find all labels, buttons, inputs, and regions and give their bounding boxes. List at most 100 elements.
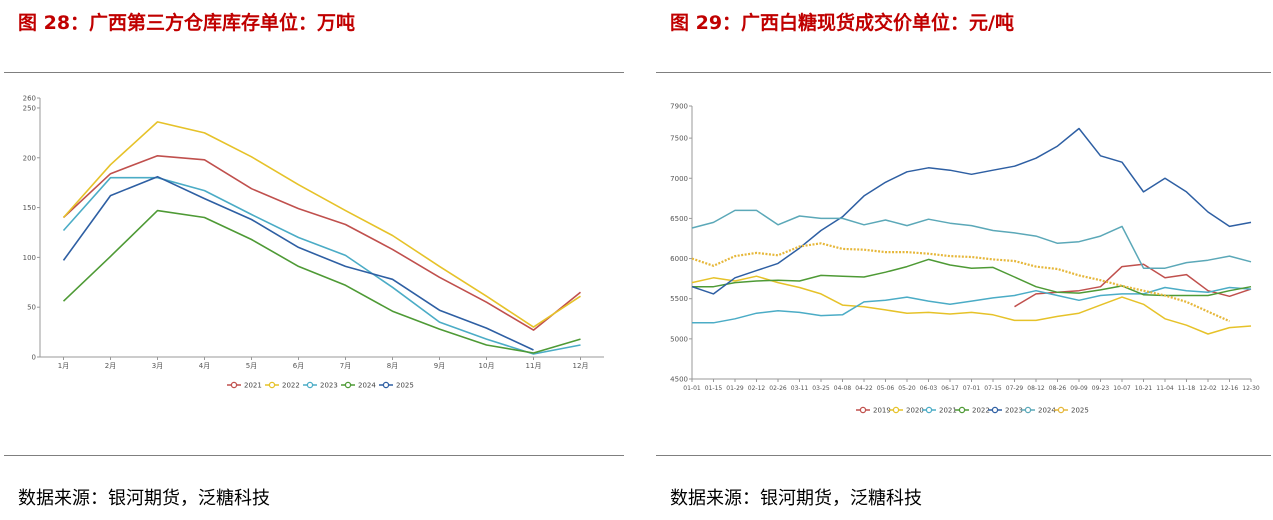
- x-tick-label: 03-11: [791, 385, 809, 392]
- legend-swatch-marker: [892, 406, 900, 414]
- legend-label: 2019: [873, 407, 891, 415]
- legend-item: 2022: [265, 382, 300, 390]
- legend-item: 2025: [379, 382, 414, 390]
- x-tick-label: 10月: [479, 362, 495, 370]
- legend-swatch-marker: [925, 406, 933, 414]
- legend-label: 2021: [939, 407, 957, 415]
- x-tick-label: 04-22: [855, 385, 873, 392]
- x-tick-label: 12月: [573, 362, 589, 370]
- x-tick-label: 7月: [340, 362, 351, 370]
- legend-label: 2022: [282, 382, 300, 390]
- figure-28-source: 数据来源：银河期货，泛糖科技: [18, 488, 270, 509]
- legend-label: 2024: [1038, 407, 1056, 415]
- top-rule: [4, 72, 624, 73]
- series-line-2024: [691, 209, 1252, 269]
- y-tick-label: 7000: [670, 175, 688, 183]
- x-tick-label: 09-09: [1070, 385, 1088, 392]
- legend-item: 2022: [955, 407, 990, 415]
- x-tick-label: 12-02: [1199, 385, 1217, 392]
- series-line-2023: [691, 127, 1252, 295]
- legend-label: 2025: [1071, 407, 1089, 415]
- bottom-rule: [4, 455, 624, 456]
- legend-label: 2023: [1005, 407, 1023, 415]
- x-tick-label: 02-26: [769, 385, 787, 392]
- legend-label: 2021: [244, 382, 262, 390]
- series-line-2021: [692, 286, 1252, 324]
- legend-swatch-marker: [382, 381, 390, 389]
- series-line-2023: [62, 176, 581, 355]
- series-line-2022: [692, 258, 1252, 297]
- x-tick-label: 8月: [387, 362, 398, 370]
- x-tick-label: 1月: [58, 362, 69, 370]
- y-tick-label: 6500: [670, 215, 688, 223]
- figure-29-source: 数据来源：银河期货，泛糖科技: [670, 488, 922, 509]
- x-tick-label: 12-16: [1221, 385, 1239, 392]
- y-tick-label: 4500: [670, 376, 688, 384]
- series-line-2024: [62, 209, 581, 354]
- x-tick-label: 05-06: [877, 385, 895, 392]
- x-tick-label: 10-21: [1135, 385, 1153, 392]
- x-tick-label: 07-29: [1006, 385, 1024, 392]
- legend-swatch-marker: [268, 381, 276, 389]
- legend-item: 2021: [922, 407, 957, 415]
- x-tick-label: 09-23: [1092, 385, 1110, 392]
- bottom-rule: [656, 455, 1271, 456]
- legend-swatch-marker: [306, 381, 314, 389]
- legend-label: 2020: [906, 407, 924, 415]
- legend-swatch-marker: [344, 381, 352, 389]
- y-tick-label: 6000: [670, 255, 688, 263]
- series-line-2022: [62, 121, 581, 328]
- figure-28-panel: 图 28：广西第三方仓库库存单位：万吨 0 50 100 150 200 250 260 1月…: [0, 0, 630, 520]
- x-tick-label: 6月: [293, 362, 304, 370]
- series-line-2025: [62, 175, 534, 351]
- legend-item: 2025: [1054, 407, 1089, 415]
- x-tick-label: 11-18: [1178, 385, 1196, 392]
- series-line-2021: [62, 155, 582, 331]
- legend-item: 2019: [856, 407, 891, 415]
- legend-item: 2021: [227, 382, 262, 390]
- figure-29-title: 图 29：广西白糖现货成交价单位：元/吨: [670, 12, 1014, 34]
- legend-label: 2024: [358, 382, 376, 390]
- x-tick-label: 08-26: [1049, 385, 1067, 392]
- legend-label: 2025: [396, 382, 414, 390]
- x-tick-label: 01-15: [705, 385, 723, 392]
- x-tick-label: 5月: [246, 362, 257, 370]
- x-tick-label: 3月: [152, 362, 163, 370]
- y-tick-label: 50: [27, 304, 36, 312]
- y-tick-label: 5000: [670, 335, 688, 343]
- legend-item: 2024: [341, 382, 376, 390]
- legend-swatch-marker: [230, 381, 238, 389]
- y-tick-label: 200: [23, 154, 36, 162]
- top-rule: [656, 72, 1271, 73]
- legend-swatch-marker: [1057, 406, 1065, 414]
- figure-29-panel: 图 29：广西白糖现货成交价单位：元/吨 4500 5000 5500 6000 650…: [652, 0, 1273, 520]
- x-tick-label: 12-30: [1242, 385, 1260, 392]
- x-tick-label: 4月: [199, 362, 210, 370]
- x-tick-label: 05-20: [898, 385, 916, 392]
- x-tick-label: 07-15: [984, 385, 1002, 392]
- x-tick-label: 07-01: [963, 385, 981, 392]
- price-chart: 4500 5000 5500 6000 6500 7000 7500 7900 01-01 01-…: [670, 103, 1260, 415]
- y-tick-label: 7500: [670, 135, 688, 143]
- x-tick-label: 11-04: [1156, 385, 1174, 392]
- x-tick-label: 06-03: [920, 385, 938, 392]
- x-tick-label: 01-29: [726, 385, 744, 392]
- y-tick-label: 7900: [670, 103, 688, 111]
- legend-label: 2023: [320, 382, 338, 390]
- x-tick-label: 08-12: [1027, 385, 1045, 392]
- figure-28-title: 图 28：广西第三方仓库库存单位：万吨: [18, 12, 356, 34]
- legend-swatch-marker: [1024, 406, 1032, 414]
- x-tick-label: 2月: [105, 362, 116, 370]
- y-tick-label: 100: [23, 254, 36, 262]
- y-tick-label: 150: [23, 204, 36, 212]
- series-line-2020: [691, 275, 1252, 335]
- y-tick-label: 260: [23, 95, 36, 103]
- y-tick-label: 0: [32, 354, 36, 362]
- legend-item: 2023: [303, 382, 338, 390]
- x-tick-label: 02-12: [748, 385, 766, 392]
- legend-item: 2020: [889, 407, 924, 415]
- x-tick-label: 04-08: [834, 385, 852, 392]
- legend-swatch-marker: [859, 406, 867, 414]
- legend-swatch-marker: [958, 406, 966, 414]
- x-tick-label: 10-07: [1113, 385, 1131, 392]
